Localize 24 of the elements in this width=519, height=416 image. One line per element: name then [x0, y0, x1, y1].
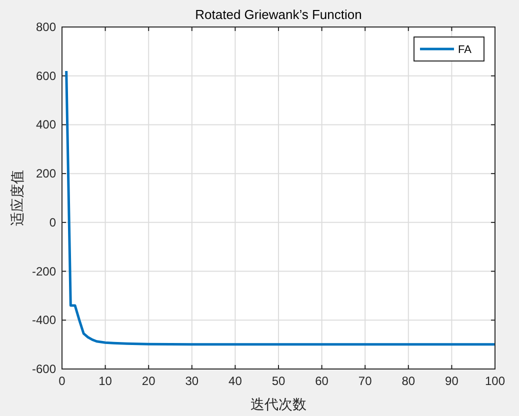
y-tick-label: -200 — [32, 264, 56, 278]
chart-title: Rotated Griewank’s Function — [195, 7, 362, 22]
x-tick-label: 30 — [185, 374, 199, 388]
y-axis-title: 适应度值 — [10, 170, 26, 226]
x-tick-label: 0 — [58, 374, 66, 388]
y-tick-label: 400 — [36, 118, 56, 132]
x-tick-label: 60 — [315, 374, 329, 388]
x-tick-label: 10 — [98, 374, 112, 388]
x-tick-label: 40 — [228, 374, 242, 388]
x-tick-label: 20 — [142, 374, 156, 388]
x-tick-label: 80 — [402, 374, 416, 388]
line-series — [65, 70, 496, 346]
y-tick-label: 200 — [36, 166, 56, 181]
legend-label: FA — [458, 44, 472, 56]
y-tick-label: 0 — [49, 215, 56, 230]
y-tick-label: -600 — [32, 362, 56, 376]
x-tick-label: 100 — [484, 374, 506, 388]
x-axis-title: 迭代次数 — [250, 397, 306, 413]
y-tick-label: -400 — [32, 313, 56, 328]
y-tick-label: 600 — [36, 68, 56, 83]
x-tick-label: 50 — [272, 374, 286, 388]
y-tick-label: 800 — [36, 20, 56, 34]
x-tick-label: 70 — [358, 374, 372, 388]
x-tick-label: 90 — [445, 374, 459, 388]
